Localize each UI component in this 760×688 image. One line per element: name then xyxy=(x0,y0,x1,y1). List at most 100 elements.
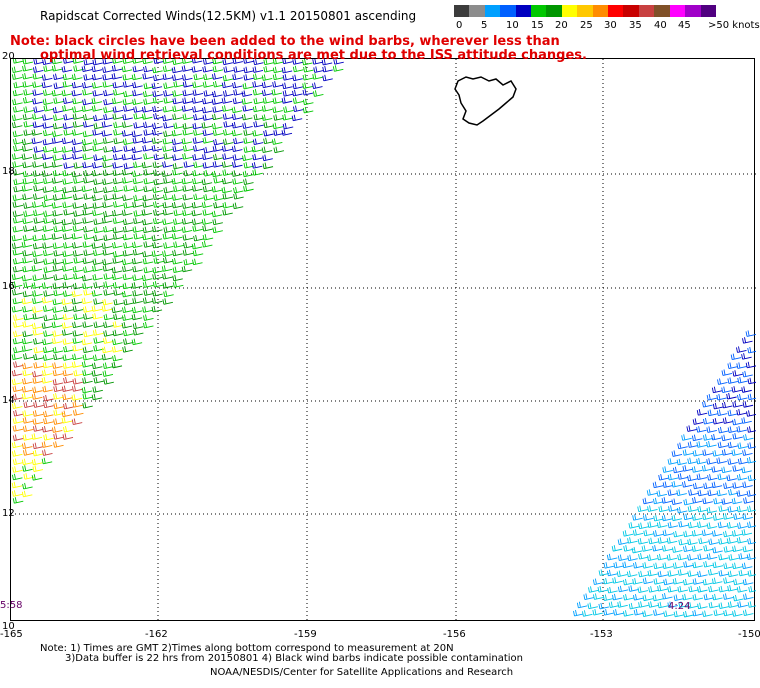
wind-barb xyxy=(33,146,45,153)
wind-barb xyxy=(332,65,344,72)
wind-barb xyxy=(43,401,54,409)
wind-barb xyxy=(131,153,143,161)
wind-barb xyxy=(222,113,234,120)
wind-barb xyxy=(181,177,193,185)
wind-barb xyxy=(252,88,264,96)
wind-barb xyxy=(727,426,739,433)
wind-barb xyxy=(676,506,688,514)
wind-barb xyxy=(163,130,174,138)
wind-barb xyxy=(12,98,23,106)
wind-barb xyxy=(32,161,43,168)
wind-barb xyxy=(152,201,164,208)
wind-barb xyxy=(11,273,23,281)
wind-barb xyxy=(162,57,174,64)
colorbar-swatch xyxy=(500,5,516,17)
wind-barb xyxy=(71,232,83,240)
wind-barb xyxy=(282,74,294,81)
wind-barb xyxy=(232,202,244,210)
wind-barb xyxy=(652,497,664,505)
wind-barb xyxy=(671,514,683,522)
wind-barb xyxy=(212,57,223,65)
wind-barb xyxy=(81,65,93,72)
wind-barb xyxy=(72,218,83,225)
wind-barb xyxy=(727,409,739,417)
wind-barb xyxy=(152,241,163,249)
wind-barb xyxy=(112,338,123,346)
lat-lon-gridlines xyxy=(11,59,756,622)
colorbar-swatch xyxy=(469,5,485,17)
wind-barb xyxy=(71,297,83,305)
wind-barb xyxy=(731,449,743,456)
wind-barb xyxy=(151,128,163,136)
wind-barb xyxy=(52,122,64,130)
wind-barb xyxy=(182,145,194,152)
footer-note-1: Note: 1) Times are GMT 2)Times along bot… xyxy=(40,643,454,654)
wind-barb xyxy=(581,610,593,617)
wind-barb xyxy=(62,122,74,130)
wind-barb xyxy=(22,234,34,242)
lat-label-14: 14 xyxy=(2,395,15,406)
wind-barb xyxy=(52,154,63,161)
colorbar-swatch xyxy=(669,5,686,17)
wind-barb xyxy=(61,225,73,232)
wind-barb xyxy=(23,313,34,321)
wind-barb xyxy=(91,393,103,401)
wind-barb xyxy=(33,338,44,345)
wind-barb xyxy=(687,554,698,561)
wind-barb xyxy=(233,186,244,194)
colorbar-swatch xyxy=(454,5,470,17)
wind-barb xyxy=(63,273,74,281)
wind-barb xyxy=(662,481,674,488)
wind-barb xyxy=(203,90,215,97)
wind-barb xyxy=(72,97,83,105)
wind-barb xyxy=(737,522,748,529)
wind-barb xyxy=(53,225,64,233)
wind-barb xyxy=(627,554,638,562)
wind-barb xyxy=(112,250,124,258)
wind-barb xyxy=(736,474,748,481)
wind-barb xyxy=(261,89,273,97)
wind-barb xyxy=(243,74,254,81)
wind-barb xyxy=(133,217,144,225)
wind-barb xyxy=(718,569,730,577)
wind-barb xyxy=(163,152,174,160)
wind-barb xyxy=(62,369,74,377)
wind-barb xyxy=(133,161,144,169)
wind-barb xyxy=(61,329,73,336)
wind-barb xyxy=(163,193,174,201)
wind-barb xyxy=(33,184,44,192)
wind-barb xyxy=(103,186,114,194)
wind-barb xyxy=(131,338,143,346)
wind-barb xyxy=(611,545,623,552)
wind-barb xyxy=(52,146,64,154)
wind-barb xyxy=(142,194,154,202)
wind-barb xyxy=(742,401,754,408)
wind-barb xyxy=(71,138,83,146)
colorbar-swatch xyxy=(654,5,670,17)
wind-barb xyxy=(72,121,84,128)
wind-barb xyxy=(668,505,679,512)
wind-barb xyxy=(716,409,728,417)
attitude-note: Note: black circles have been added to t… xyxy=(10,35,587,63)
wind-barb xyxy=(112,329,124,337)
wind-barb xyxy=(72,409,84,416)
wind-speed-colorbar-labels: 0 5 10 15 20 25 30 35 40 45 >50 knots xyxy=(454,20,760,32)
wind-barb xyxy=(82,153,93,160)
wind-barb xyxy=(173,80,184,88)
wind-barb xyxy=(171,129,183,137)
wind-barb xyxy=(202,185,214,193)
wind-barb xyxy=(241,98,253,105)
wind-barb xyxy=(142,226,154,234)
wind-barb xyxy=(677,569,689,576)
wind-barb xyxy=(131,282,143,289)
wind-barb xyxy=(103,321,114,328)
wind-barb xyxy=(642,610,653,617)
wind-barb xyxy=(62,250,73,258)
wind-barb xyxy=(182,81,194,88)
wind-barb xyxy=(43,258,54,265)
wind-barb xyxy=(638,570,649,578)
wind-barb xyxy=(62,201,73,209)
wind-barb xyxy=(603,577,614,585)
wind-barb xyxy=(662,562,674,569)
wind-barb xyxy=(21,241,33,248)
